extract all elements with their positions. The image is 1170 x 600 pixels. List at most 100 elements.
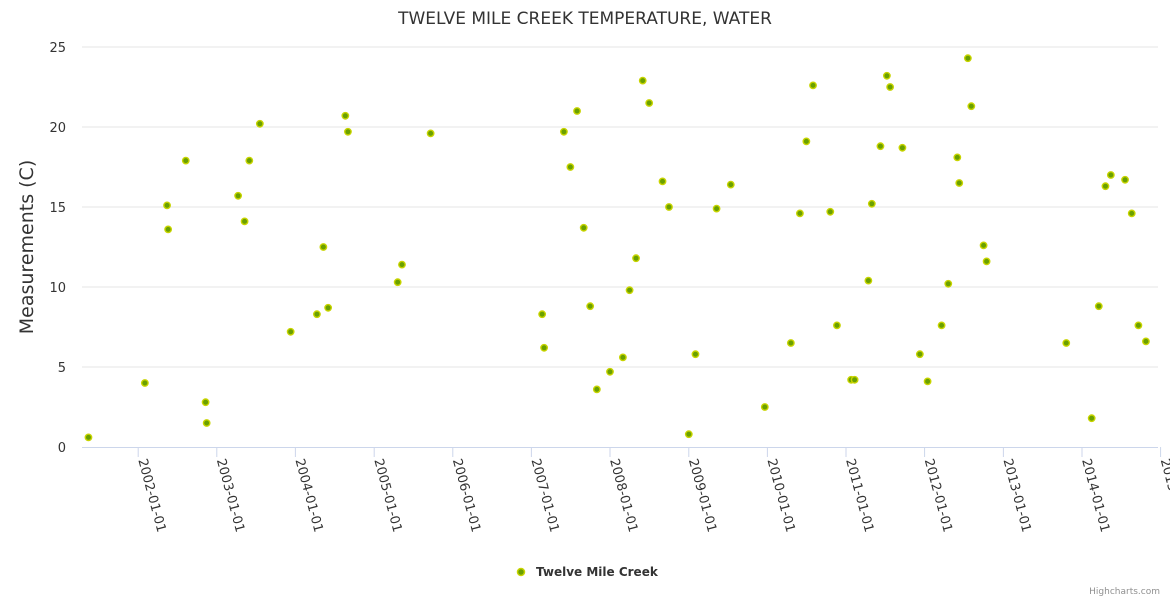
- data-point[interactable]: [760, 403, 769, 411]
- data-point[interactable]: [1062, 339, 1071, 347]
- x-tick-label: 2011-01-01: [842, 457, 876, 534]
- data-point[interactable]: [864, 276, 873, 285]
- data-point[interactable]: [944, 279, 953, 288]
- x-tick-label: 2009-01-01: [685, 457, 719, 534]
- x-tick-label: 2005-01-01: [370, 457, 404, 534]
- data-point[interactable]: [140, 379, 149, 387]
- scatter-series[interactable]: [84, 54, 1150, 442]
- y-gridlines: [82, 46, 1158, 368]
- data-point[interactable]: [883, 71, 891, 80]
- data-point[interactable]: [319, 243, 328, 251]
- x-tick-label: 2007-01-01: [528, 457, 562, 534]
- x-tick-label: 2015-01-01: [1157, 457, 1170, 534]
- data-point[interactable]: [684, 430, 693, 439]
- x-tick-label: 2013-01-01: [1000, 457, 1034, 534]
- y-tick-label: 10: [49, 281, 66, 296]
- data-point[interactable]: [234, 191, 243, 200]
- data-point[interactable]: [240, 217, 249, 226]
- data-point[interactable]: [665, 203, 673, 211]
- data-point[interactable]: [586, 302, 595, 311]
- data-point[interactable]: [426, 129, 435, 138]
- x-tick-label: 2002-01-01: [134, 457, 168, 534]
- y-tick-label: 25: [49, 41, 66, 56]
- data-point[interactable]: [802, 137, 811, 146]
- data-point[interactable]: [658, 177, 667, 186]
- chart-title: TWELVE MILE CREEK TEMPERATURE, WATER: [397, 9, 772, 29]
- data-point[interactable]: [967, 102, 976, 111]
- data-point[interactable]: [538, 310, 547, 319]
- data-point[interactable]: [898, 143, 907, 152]
- legend-label[interactable]: Twelve Mile Creek: [536, 565, 659, 579]
- data-point[interactable]: [1087, 414, 1096, 423]
- data-point[interactable]: [625, 286, 634, 295]
- data-point[interactable]: [181, 156, 190, 165]
- legend[interactable]: Twelve Mile Creek: [516, 565, 659, 579]
- data-point[interactable]: [979, 241, 988, 250]
- data-point[interactable]: [826, 207, 835, 216]
- data-point[interactable]: [1101, 182, 1110, 191]
- data-point[interactable]: [638, 76, 647, 85]
- x-tick-label: 2008-01-01: [606, 457, 640, 534]
- data-point[interactable]: [809, 81, 817, 90]
- data-point[interactable]: [632, 254, 640, 263]
- y-tick-label: 5: [58, 361, 66, 376]
- data-point[interactable]: [923, 377, 932, 386]
- data-point[interactable]: [1134, 321, 1143, 330]
- data-point[interactable]: [164, 225, 173, 234]
- credits-link[interactable]: Highcharts.com: [1089, 587, 1160, 597]
- data-point[interactable]: [619, 353, 627, 362]
- data-point[interactable]: [963, 54, 972, 63]
- x-axis-ticks: 2002-01-01 2003-01-01 2004-01-01 2005-01-01…: [134, 447, 1170, 534]
- data-point[interactable]: [566, 163, 575, 171]
- data-point[interactable]: [982, 257, 991, 266]
- data-point[interactable]: [606, 367, 614, 376]
- data-point[interactable]: [255, 119, 264, 128]
- data-point[interactable]: [286, 327, 295, 336]
- data-point[interactable]: [245, 156, 254, 165]
- data-point[interactable]: [1127, 209, 1136, 218]
- data-point[interactable]: [712, 204, 721, 213]
- x-tick-label: 2003-01-01: [213, 457, 247, 534]
- data-point[interactable]: [645, 99, 654, 107]
- data-point[interactable]: [324, 303, 333, 312]
- data-point[interactable]: [726, 180, 735, 189]
- data-point[interactable]: [1142, 337, 1150, 346]
- data-point[interactable]: [886, 83, 895, 91]
- data-point[interactable]: [202, 419, 211, 427]
- x-tick-label: 2012-01-01: [921, 457, 955, 534]
- data-point[interactable]: [573, 107, 581, 115]
- data-point[interactable]: [344, 127, 352, 136]
- data-point[interactable]: [313, 310, 321, 319]
- data-point[interactable]: [560, 127, 568, 136]
- data-point[interactable]: [691, 350, 700, 359]
- legend-marker: [516, 567, 526, 577]
- data-point[interactable]: [833, 321, 841, 330]
- x-tick-label: 2014-01-01: [1078, 457, 1112, 534]
- data-point[interactable]: [1094, 302, 1103, 311]
- data-point[interactable]: [540, 343, 548, 352]
- data-point[interactable]: [398, 260, 406, 269]
- data-point[interactable]: [201, 398, 210, 407]
- data-point[interactable]: [1121, 175, 1129, 184]
- data-point[interactable]: [937, 321, 946, 330]
- data-point[interactable]: [579, 223, 588, 232]
- data-point[interactable]: [867, 199, 876, 208]
- data-point[interactable]: [84, 433, 93, 442]
- data-point[interactable]: [850, 375, 859, 384]
- data-point[interactable]: [915, 350, 924, 359]
- data-point[interactable]: [1106, 171, 1115, 179]
- data-point[interactable]: [955, 179, 964, 187]
- y-tick-label: 15: [49, 201, 66, 216]
- x-tick-label: 2010-01-01: [764, 457, 798, 534]
- data-point[interactable]: [953, 153, 962, 162]
- data-point[interactable]: [592, 385, 601, 394]
- y-tick-label: 0: [58, 441, 66, 456]
- y-tick-label: 20: [49, 121, 66, 136]
- data-point[interactable]: [796, 209, 804, 218]
- data-point[interactable]: [786, 339, 795, 347]
- data-point[interactable]: [341, 111, 350, 120]
- data-point[interactable]: [163, 201, 171, 210]
- y-axis-label: Measurements (C): [16, 160, 38, 334]
- data-point[interactable]: [393, 278, 402, 287]
- data-point[interactable]: [876, 142, 885, 151]
